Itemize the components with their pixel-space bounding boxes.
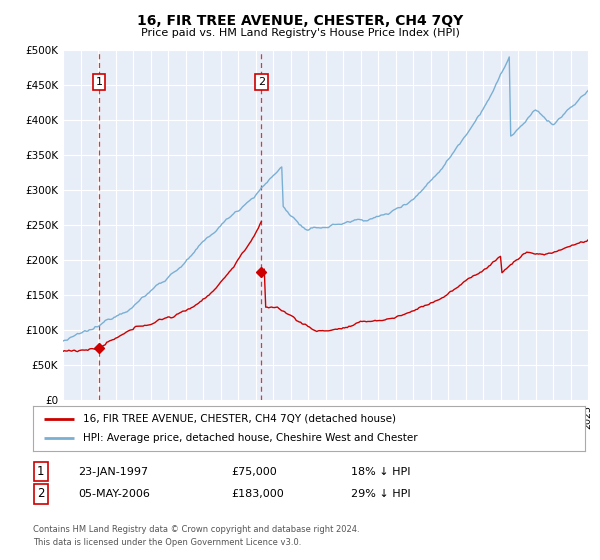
- Text: Contains HM Land Registry data © Crown copyright and database right 2024.: Contains HM Land Registry data © Crown c…: [33, 525, 359, 534]
- Text: This data is licensed under the Open Government Licence v3.0.: This data is licensed under the Open Gov…: [33, 538, 301, 547]
- Text: 1: 1: [37, 465, 44, 478]
- Text: 29% ↓ HPI: 29% ↓ HPI: [351, 489, 410, 499]
- Text: 18% ↓ HPI: 18% ↓ HPI: [351, 466, 410, 477]
- Text: 23-JAN-1997: 23-JAN-1997: [78, 466, 148, 477]
- Text: 2: 2: [258, 77, 265, 87]
- Text: HPI: Average price, detached house, Cheshire West and Chester: HPI: Average price, detached house, Ches…: [83, 433, 418, 444]
- Text: 05-MAY-2006: 05-MAY-2006: [78, 489, 150, 499]
- Text: Price paid vs. HM Land Registry's House Price Index (HPI): Price paid vs. HM Land Registry's House …: [140, 28, 460, 38]
- Text: 1: 1: [95, 77, 103, 87]
- Text: 16, FIR TREE AVENUE, CHESTER, CH4 7QY: 16, FIR TREE AVENUE, CHESTER, CH4 7QY: [137, 14, 463, 28]
- Text: £183,000: £183,000: [231, 489, 284, 499]
- Text: 16, FIR TREE AVENUE, CHESTER, CH4 7QY (detached house): 16, FIR TREE AVENUE, CHESTER, CH4 7QY (d…: [83, 413, 395, 423]
- Text: £75,000: £75,000: [231, 466, 277, 477]
- Text: 2: 2: [37, 487, 44, 501]
